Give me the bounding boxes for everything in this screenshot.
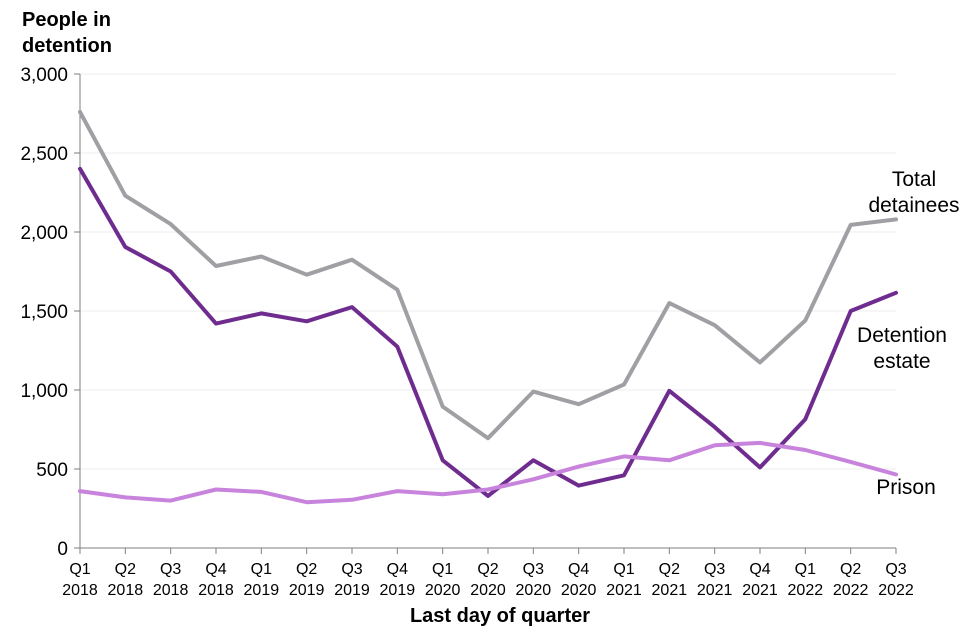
y-tick-label: 500	[36, 460, 68, 481]
x-tick-label-quarter: Q3	[160, 561, 181, 578]
gridlines	[80, 73, 896, 470]
x-tick-label-quarter: Q2	[659, 561, 680, 578]
x-tick-label-year: 2021	[742, 582, 778, 599]
y-tick-label: 2,500	[20, 144, 68, 165]
x-tick-label-year: 2018	[62, 582, 98, 599]
x-tick-label-quarter: Q3	[885, 561, 906, 578]
y-tick-label: 2,000	[20, 223, 68, 244]
x-tick-label-quarter: Q4	[568, 561, 589, 578]
x-axis-title: Last day of quarter	[410, 605, 590, 627]
x-tick-label-quarter: Q1	[251, 561, 272, 578]
x-tick-label-year: 2021	[652, 582, 688, 599]
x-tick-label-quarter: Q1	[613, 561, 634, 578]
series-lines	[78, 109, 898, 505]
x-tick-label-quarter: Q1	[69, 561, 90, 578]
x-tick-label-year: 2019	[244, 582, 280, 599]
x-tick-label-year: 2020	[470, 582, 506, 599]
y-tick-label: 1,000	[20, 381, 68, 402]
x-tick-label-quarter: Q2	[477, 561, 498, 578]
series-line-total	[78, 109, 898, 441]
x-tick-label-year: 2019	[289, 582, 325, 599]
x-tick-label-quarter: Q3	[704, 561, 725, 578]
x-tick-label-quarter: Q1	[432, 561, 453, 578]
x-tick-label-year: 2018	[108, 582, 144, 599]
x-tick-label-quarter: Q1	[795, 561, 816, 578]
x-tick-label-quarter: Q2	[840, 561, 861, 578]
x-tick-label-year: 2019	[380, 582, 416, 599]
series-line-prison	[78, 440, 898, 505]
x-tick-label-year: 2022	[788, 582, 824, 599]
x-tick-label-year: 2020	[516, 582, 552, 599]
x-tick-label-year: 2018	[153, 582, 189, 599]
x-tick-label-year: 2020	[425, 582, 461, 599]
x-tick-label-quarter: Q4	[205, 561, 226, 578]
y-tick-label: 1,500	[20, 302, 68, 323]
x-tick-label-year: 2020	[561, 582, 597, 599]
series-labels: Total detainees Detention estate Prison	[857, 168, 959, 499]
x-tick-label-year: 2019	[334, 582, 370, 599]
x-tick-label-year: 2021	[697, 582, 733, 599]
x-tick-label-quarter: Q4	[749, 561, 770, 578]
y-axis-title-line-2: detention	[22, 35, 112, 57]
x-tick-label-year: 2021	[606, 582, 642, 599]
series-label-detention: Detention	[857, 324, 947, 347]
series-label-total: Total	[892, 168, 936, 191]
series-label-detention: estate	[873, 350, 930, 373]
series-label-prison: Prison	[876, 476, 936, 499]
x-tick-label-year: 2018	[198, 582, 234, 599]
x-tick-label-quarter: Q3	[341, 561, 362, 578]
y-axis-title-line-1: People in	[22, 9, 111, 31]
axes: 0 500 1,000 1,500 2,000 2,500 3,000 Q1 2018 Q2 201…	[20, 65, 913, 599]
x-tick-label-year: 2022	[878, 582, 914, 599]
series-label-total: detainees	[868, 194, 959, 217]
series-line-detention	[78, 166, 898, 498]
x-tick-label-quarter: Q2	[115, 561, 136, 578]
y-tick-label: 0	[57, 539, 68, 560]
x-tick-label-quarter: Q3	[523, 561, 544, 578]
x-tick-label-year: 2022	[833, 582, 869, 599]
y-tick-label: 3,000	[20, 65, 68, 86]
x-tick-label-quarter: Q4	[387, 561, 408, 578]
x-tick-label-quarter: Q2	[296, 561, 317, 578]
